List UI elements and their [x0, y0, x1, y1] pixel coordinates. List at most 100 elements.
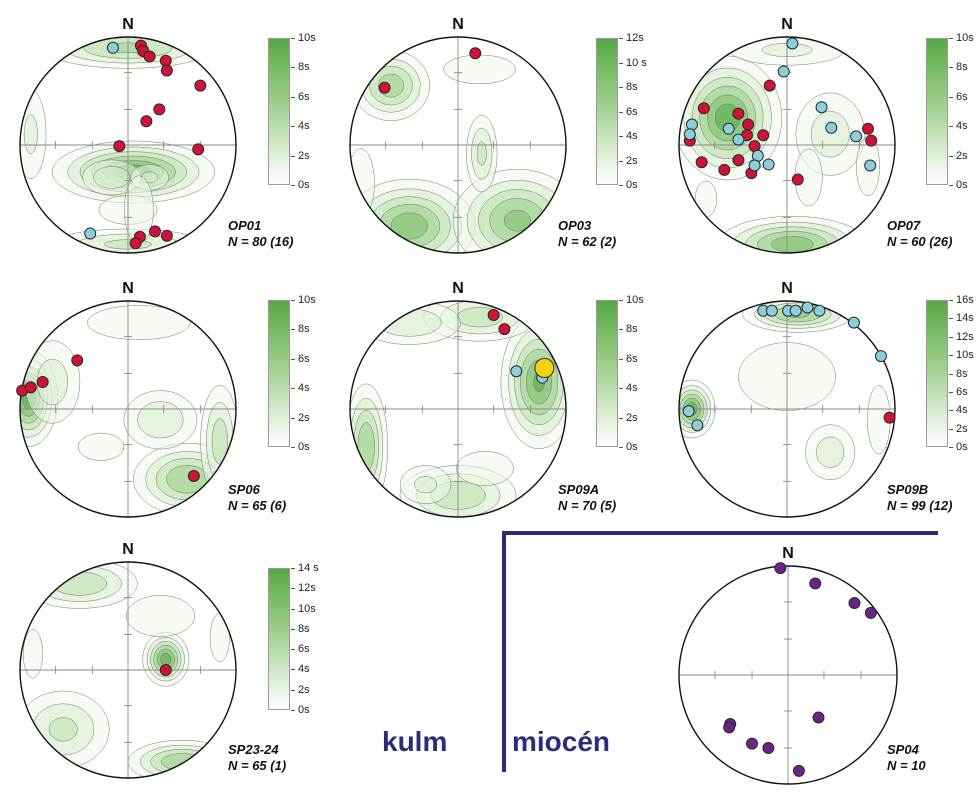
stereonet-sp09a: [346, 297, 570, 521]
density-contour: [51, 571, 108, 596]
density-contour: [694, 180, 718, 218]
legend-tick: [949, 355, 953, 357]
sample-count: N = 60 (26): [887, 234, 953, 249]
legend-tick-label: 6s: [298, 352, 310, 365]
primitive-circle: [349, 36, 567, 254]
pole-red: [143, 50, 156, 63]
legend-tick: [291, 96, 295, 98]
sample-name: OP01: [228, 218, 262, 233]
north-label: N: [122, 16, 134, 33]
pole-red: [194, 79, 207, 92]
density-legend-op01: 0s 2s 4s 6s 8s 10s: [268, 32, 328, 191]
legend-tick: [291, 588, 295, 590]
legend-tick-label: 8s: [626, 323, 638, 336]
legend-tick: [949, 126, 953, 128]
primitive-circle: [678, 565, 898, 785]
legend-tick: [619, 38, 623, 39]
pole-blue: [825, 121, 838, 134]
legend-tick-label: 2s: [626, 154, 638, 167]
pole-red: [149, 225, 161, 238]
pole-red: [862, 122, 874, 135]
legend-colorbar: [268, 568, 290, 710]
density-contour: [771, 236, 814, 253]
legend-tick-label: 0s: [298, 441, 310, 453]
pole-purple: [864, 606, 877, 619]
pole-red: [763, 79, 776, 92]
legend-tick-label: 12s: [626, 32, 644, 44]
legend-tick: [291, 689, 295, 691]
pole-red: [697, 102, 710, 115]
legend-tick: [291, 358, 295, 360]
pole-yellow: [534, 357, 555, 378]
legend-tick-label: 2s: [298, 683, 310, 696]
legend-tick-label: 8s: [956, 367, 968, 380]
legend-tick: [291, 67, 295, 69]
pole-red: [487, 309, 500, 322]
legend-tick-label: 10s: [298, 294, 316, 306]
legend-tick: [949, 318, 953, 320]
pole-purple: [774, 562, 787, 575]
sample-name: OP07: [887, 218, 921, 233]
density-contour: [504, 209, 531, 232]
legend-tick-label: 0s: [956, 441, 968, 453]
density-contour: [166, 465, 209, 494]
legend-tick: [949, 155, 953, 157]
panel-label-op03: OP03 N = 62 (2): [558, 218, 616, 250]
stereonet-svg: [19, 36, 237, 254]
stereonet-svg: [349, 300, 567, 518]
pole-red: [140, 115, 153, 128]
legend-tick-label: 0s: [298, 704, 310, 716]
density-contour: [137, 401, 184, 439]
legend-tick-label: 2s: [298, 411, 310, 424]
density-contour: [48, 717, 78, 742]
legend-tick-label: 8s: [956, 61, 968, 74]
legend-tick: [619, 329, 623, 331]
stereonet-op03: [346, 33, 570, 257]
pole-blue: [786, 37, 799, 50]
pole-red: [192, 143, 205, 156]
legend-tick-label: 10s: [956, 32, 974, 44]
pole-blue: [762, 158, 775, 171]
pole-red: [159, 664, 172, 676]
density-contour: [443, 54, 516, 85]
density-contours: [20, 305, 236, 516]
legend-tick: [949, 185, 953, 186]
sample-name: SP09A: [558, 482, 600, 497]
legend-tick: [949, 67, 953, 69]
pole-red: [732, 107, 745, 120]
legend-tick-label: 16s: [956, 294, 974, 306]
density-contour: [456, 451, 514, 486]
pole-blue: [765, 304, 778, 317]
pole-blue: [106, 41, 119, 54]
legend-tick: [619, 417, 623, 419]
panel-label-sp09b: SP09B N = 99 (12): [887, 482, 952, 514]
sample-count: N = 65 (6): [228, 498, 287, 513]
stereonet-svg: [19, 561, 237, 779]
legend-tick-label: 14s: [956, 312, 974, 325]
legend-tick-label: 4s: [956, 120, 968, 133]
legend-tick: [291, 300, 295, 301]
pole-red: [865, 134, 878, 147]
primitive-circle: [678, 36, 896, 254]
density-contour: [160, 652, 172, 666]
pole-purple: [809, 577, 822, 590]
legend-tick-label: 0s: [626, 441, 638, 453]
legend-tick: [949, 391, 953, 393]
legend-tick: [949, 336, 953, 338]
density-contour: [414, 476, 437, 494]
legend-tick-label: 12s: [956, 330, 974, 343]
legend-colorbar: [268, 300, 290, 447]
pole-blue: [682, 405, 695, 418]
panel-label-sp06: SP06 N = 65 (6): [228, 482, 286, 514]
sample-count: N = 80 (16): [228, 234, 294, 249]
panel-label-op07: OP07 N = 60 (26): [887, 218, 952, 250]
legend-tick-label: 4s: [298, 120, 310, 133]
density-legend-sp23-24: 0s 2s 4s 6s 8s 10s 12s 14 s: [268, 562, 328, 716]
pole-blue: [685, 118, 698, 131]
pole-red: [24, 381, 37, 394]
sample-name: OP03: [558, 218, 592, 233]
pole-purple: [848, 597, 861, 610]
legend-tick-label: 0s: [956, 179, 968, 191]
pole-red: [791, 173, 804, 186]
pole-blue: [84, 227, 97, 240]
